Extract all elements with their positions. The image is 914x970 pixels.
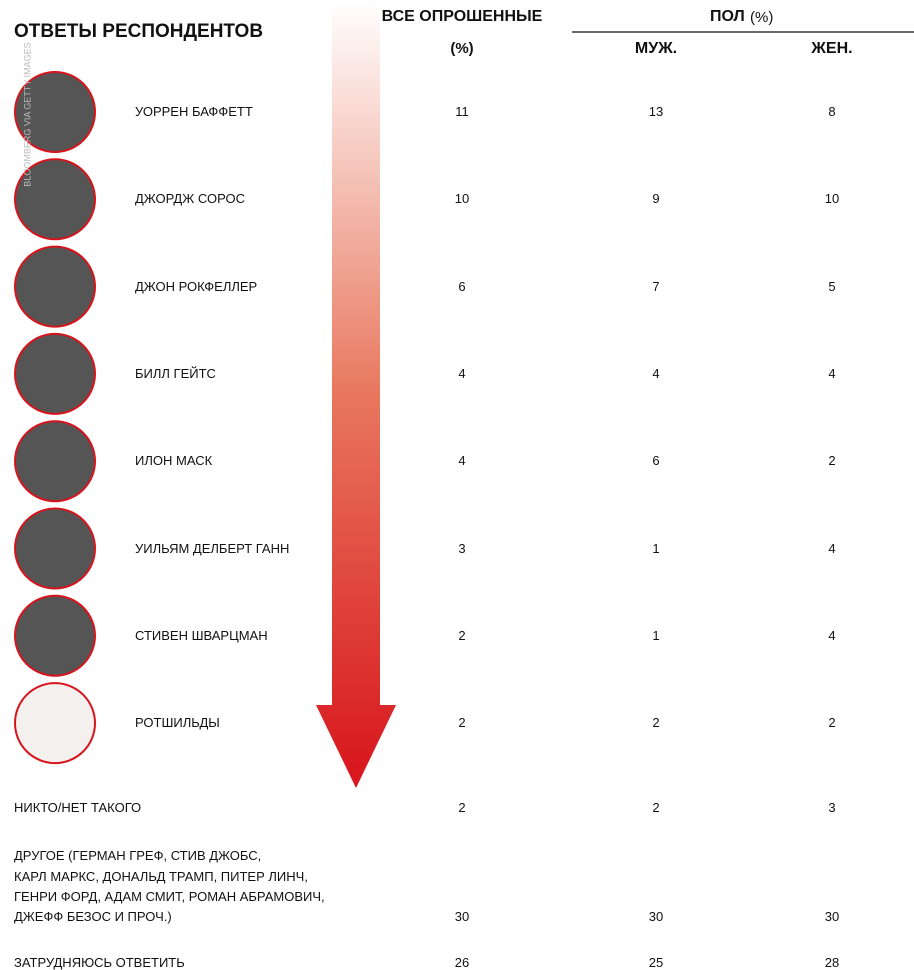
value: 4 bbox=[652, 367, 659, 380]
photo-credit: BLOOMBERG VIA GETTY IMAGES bbox=[24, 42, 33, 186]
value: 4 bbox=[828, 629, 835, 642]
value: 6 bbox=[652, 454, 659, 467]
portrait bbox=[15, 247, 95, 327]
col-unit: (%) bbox=[450, 41, 473, 56]
value: 6 bbox=[458, 280, 465, 293]
value: 28 bbox=[825, 956, 839, 969]
portrait bbox=[15, 683, 95, 763]
name: УОРРЕН БАФФЕТТ bbox=[135, 105, 253, 118]
name: УИЛЬЯМ ДЕЛБЕРТ ГАНН bbox=[135, 542, 289, 555]
label: ГЕНРИ ФОРД, АДАМ СМИТ, РОМАН АБРАМОВИЧ, bbox=[14, 890, 325, 903]
name: ДЖОРДЖ СОРОС bbox=[135, 192, 245, 205]
value: 2 bbox=[828, 454, 835, 467]
col-header: ВСЕ ОПРОШЕННЫЕ bbox=[382, 9, 543, 25]
value: 10 bbox=[455, 192, 469, 205]
value: 8 bbox=[828, 105, 835, 118]
value: 11 bbox=[455, 105, 469, 118]
name: ИЛОН МАСК bbox=[135, 454, 212, 467]
portrait bbox=[15, 421, 95, 501]
value: 2 bbox=[828, 716, 835, 729]
col-header: ЖЕН. bbox=[811, 41, 852, 57]
title: ОТВЕТЫ РЕСПОНДЕНТОВ bbox=[14, 22, 263, 41]
value: 3 bbox=[458, 542, 465, 555]
label: ДЖЕФФ БЕЗОС И ПРОЧ.) bbox=[14, 910, 172, 923]
value: 13 bbox=[649, 105, 663, 118]
portrait bbox=[15, 509, 95, 589]
value: 7 bbox=[652, 280, 659, 293]
value: 10 bbox=[825, 192, 839, 205]
name: ДЖОН РОКФЕЛЛЕР bbox=[135, 280, 257, 293]
value: 30 bbox=[455, 910, 469, 923]
label: ДРУГОЕ (ГЕРМАН ГРЕФ, СТИВ ДЖОБС, bbox=[14, 849, 261, 862]
portrait bbox=[15, 334, 95, 414]
value: 1 bbox=[652, 629, 659, 642]
name: БИЛЛ ГЕЙТС bbox=[135, 367, 216, 380]
arrow bbox=[316, 0, 396, 788]
name: РОТШИЛЬДЫ bbox=[135, 716, 220, 729]
value: 26 bbox=[455, 956, 469, 969]
value: 4 bbox=[458, 367, 465, 380]
value: 5 bbox=[828, 280, 835, 293]
value: 1 bbox=[652, 542, 659, 555]
value: 4 bbox=[828, 367, 835, 380]
page: BLOOMBERG VIA GETTY IMAGES ОТВЕТЫ РЕСПОН… bbox=[0, 0, 914, 969]
label: НИКТО/НЕТ ТАКОГО bbox=[14, 801, 141, 814]
value: 4 bbox=[828, 542, 835, 555]
value: 3 bbox=[828, 801, 835, 814]
value: 4 bbox=[458, 454, 465, 467]
value: 25 bbox=[649, 956, 663, 969]
value: 2 bbox=[652, 716, 659, 729]
value: 30 bbox=[649, 910, 663, 923]
artwork bbox=[0, 0, 914, 969]
name: СТИВЕН ШВАРЦМАН bbox=[135, 629, 268, 642]
value: 2 bbox=[458, 629, 465, 642]
label: ЗАТРУДНЯЮСЬ ОТВЕТИТЬ bbox=[14, 956, 185, 969]
value: 9 bbox=[652, 192, 659, 205]
portrait bbox=[15, 596, 95, 676]
label: КАРЛ МАРКС, ДОНАЛЬД ТРАМП, ПИТЕР ЛИНЧ, bbox=[14, 870, 308, 883]
col-unit: (%) bbox=[750, 10, 773, 25]
col-header: ПОЛ bbox=[710, 9, 745, 25]
value: 2 bbox=[458, 716, 465, 729]
value: 30 bbox=[825, 910, 839, 923]
col-header: МУЖ. bbox=[635, 41, 677, 57]
value: 2 bbox=[458, 801, 465, 814]
value: 2 bbox=[652, 801, 659, 814]
